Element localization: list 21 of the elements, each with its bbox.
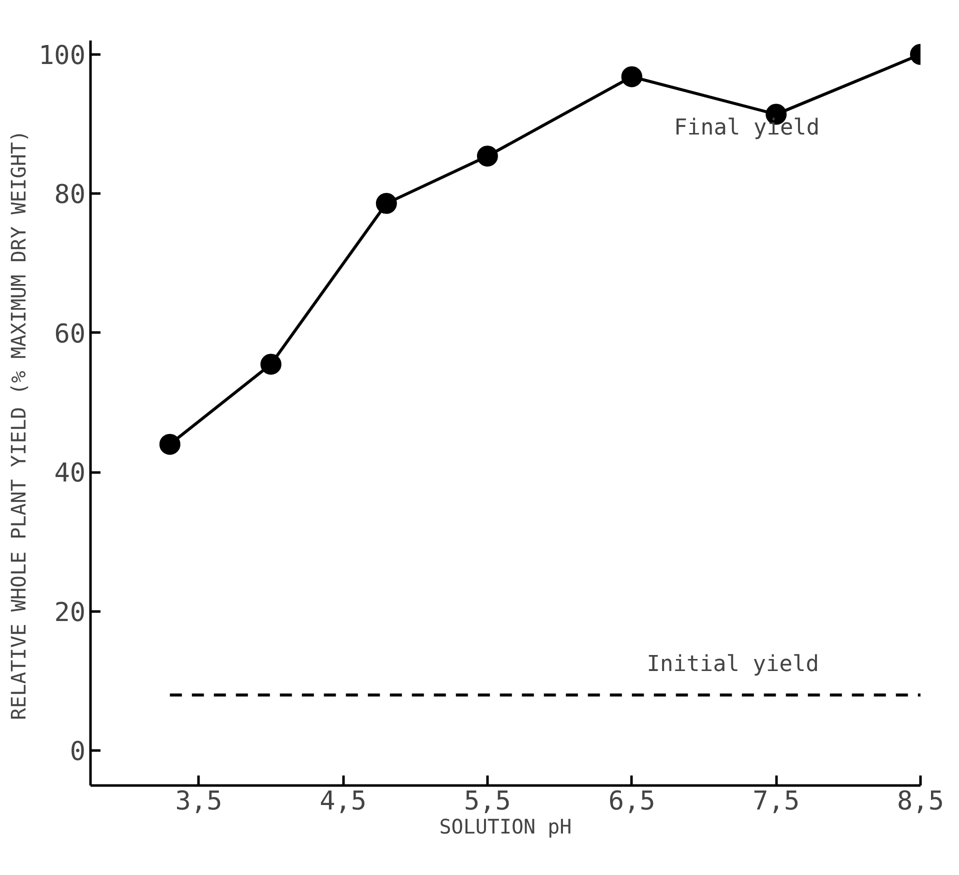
x-tick-label: 4,5 <box>320 786 367 816</box>
y-tick-label: 80 <box>54 180 86 210</box>
y-tick-label: 0 <box>70 737 86 768</box>
point <box>376 192 397 214</box>
y-tick-label: 20 <box>54 598 86 628</box>
series-label: Initial yield <box>646 652 819 677</box>
y-tick-label: 60 <box>54 319 86 350</box>
x-tick-label: 6,5 <box>608 786 656 816</box>
point <box>621 66 642 88</box>
point <box>159 434 180 455</box>
y-axis-title: RELATIVE WHOLE PLANT YIELD (% MAXIMUM DRY WEIGHT) <box>6 130 31 720</box>
point <box>260 354 282 375</box>
x-tick-label: 5,5 <box>464 786 511 816</box>
y-tick-label: 40 <box>54 458 86 489</box>
point <box>476 146 498 167</box>
x-tick-label: 3,5 <box>175 786 222 816</box>
x-axis-title: SOLUTION pH <box>439 814 572 838</box>
x-tick-label: 8,5 <box>897 786 944 816</box>
x-tick-label: 7,5 <box>752 786 800 816</box>
series-label: Final yield <box>674 116 820 141</box>
y-tick-label: 100 <box>38 40 86 71</box>
